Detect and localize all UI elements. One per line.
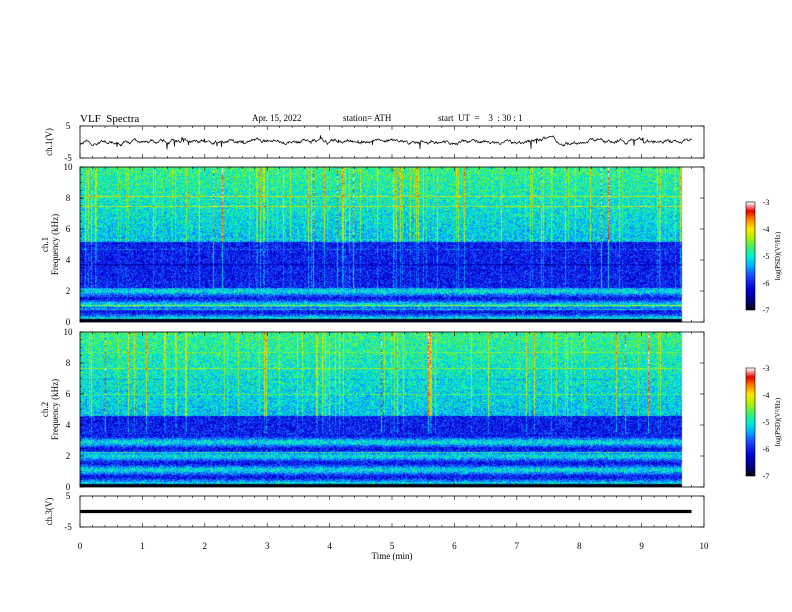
x-tick-label: 4 [327, 541, 332, 551]
x-tick-label: 5 [390, 541, 395, 551]
ch1-waveform-ytick-label: 5 [66, 121, 71, 131]
ch2-spectrogram-ytick-label: 4 [66, 420, 71, 430]
x-tick-label: 10 [700, 541, 710, 551]
ch1-spectrogram-colorbar-tick: -6 [763, 279, 770, 288]
ch1-spectrogram-ytick-label: 10 [64, 162, 74, 172]
ch3-waveform-ylabel: ch.3(V) [44, 498, 54, 526]
ch2-colorbar [746, 368, 755, 476]
start-ut-label: start UT = 3 : 30 : 1 [438, 113, 523, 123]
ch2-spectrogram-channel-label: ch.2 [40, 402, 50, 417]
ch1-spectrogram-colorbar-tick: -4 [763, 225, 770, 234]
ch1-colorbar [746, 202, 755, 310]
ch1-spectrogram-colorbar-tick: -7 [763, 306, 770, 315]
ch2-spectrogram-colorbar-frame [745, 367, 756, 477]
x-tick-label: 2 [203, 541, 208, 551]
ch2-spectrogram-ylabel: Frequency (kHz) [50, 379, 60, 440]
x-tick-label: 7 [515, 541, 520, 551]
ch1-spectrogram-channel-label: ch.1 [40, 237, 50, 252]
ch2-spectrogram-colorbar-tick: -6 [763, 445, 770, 454]
ch1-spectrogram-ytick-label: 8 [66, 193, 71, 203]
ch2-spectrogram [80, 332, 694, 487]
ch1-waveform-trace [79, 135, 692, 150]
ch1-waveform-ylabel: ch.1(V) [44, 128, 54, 156]
ch2-spectrogram-colorbar-tick: -4 [763, 391, 770, 400]
figure-title: VLF Spectra [80, 113, 140, 125]
ch2-spectrogram-ytick-label: 10 [64, 327, 74, 337]
ch2-spectrogram-ytick-label: 0 [66, 482, 71, 492]
ch1-spectrogram-colorbar-label: log(PSD)(V²/Hz) [774, 231, 782, 280]
date-label: Apr. 15, 2022 [252, 113, 302, 123]
ch1-spectrogram-colorbar-tick: -5 [763, 252, 770, 261]
ch2-spectrogram-colorbar-tick: -5 [763, 418, 770, 427]
x-tick-label: 9 [639, 541, 644, 551]
ch2-spectrogram-ytick-label: 2 [66, 451, 71, 461]
x-tick-label: 3 [265, 541, 270, 551]
x-tick-label: 1 [140, 541, 145, 551]
ch2-spectrogram-colorbar-tick: -7 [763, 472, 770, 481]
x-tick-label: 6 [452, 541, 457, 551]
x-tick-label: 8 [577, 541, 582, 551]
station-label: station= ATH [343, 113, 392, 123]
x-axis-label: Time (min) [372, 551, 413, 561]
ch1-spectrogram-ytick-label: 0 [66, 317, 71, 327]
ch3-waveform-ytick-label: -5 [64, 522, 72, 532]
ch2-spectrogram-ytick-label: 8 [66, 358, 71, 368]
x-tick-label: 0 [78, 541, 83, 551]
ch2-spectrogram-colorbar-label: log(PSD)(V²/Hz) [774, 397, 782, 446]
ch1-spectrogram-ytick-label: 2 [66, 286, 71, 296]
ch2-spectrogram-ytick-label: 6 [66, 389, 71, 399]
ch1-spectrogram-colorbar-tick: -3 [763, 198, 770, 207]
ch2-spectrogram-colorbar-tick: -3 [763, 364, 770, 373]
ch1-spectrogram-ytick-label: 6 [66, 224, 71, 234]
ch1-waveform-ytick-label: -5 [64, 153, 72, 163]
ch1-spectrogram-ylabel: Frequency (kHz) [50, 214, 60, 275]
ch1-spectrogram-ytick-label: 4 [66, 255, 71, 265]
ch3-waveform-ytick-label: 5 [66, 491, 71, 501]
ch1-spectrogram [80, 167, 694, 322]
ch1-spectrogram-colorbar-frame [745, 201, 756, 311]
